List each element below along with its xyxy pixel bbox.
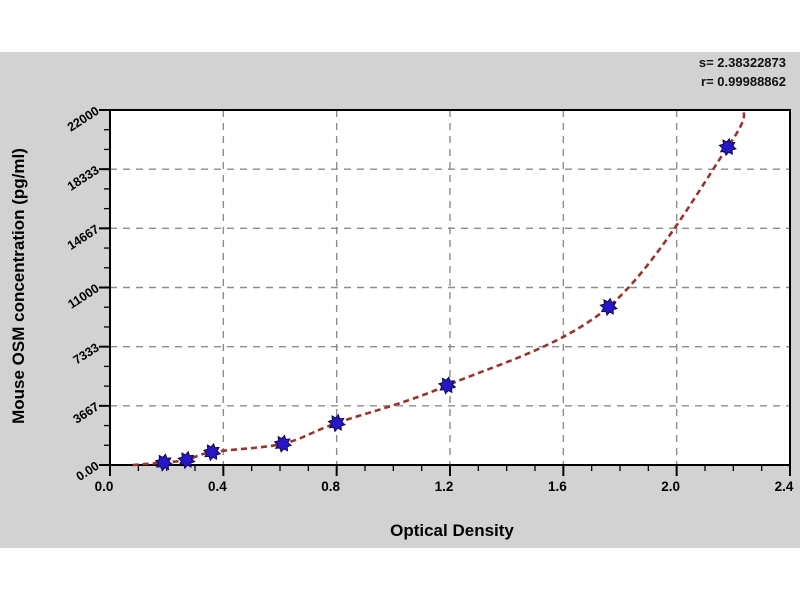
x-tick-label: 2.0 xyxy=(661,479,680,494)
x-tick-label: 1.2 xyxy=(435,479,454,494)
x-tick-label: 1.6 xyxy=(548,479,567,494)
axis-ticks xyxy=(99,109,791,476)
fit-stat-s: s= 2.38322873 xyxy=(699,55,786,70)
data-point-marker xyxy=(177,450,196,470)
x-tick-label: 0.4 xyxy=(208,479,227,494)
data-point-marker xyxy=(718,137,737,157)
data-point-marker xyxy=(202,442,222,462)
fit-stat-r: r= 0.99988862 xyxy=(701,74,786,89)
x-tick-label: 0.8 xyxy=(321,479,340,494)
data-point-marker xyxy=(437,376,457,395)
x-tick-label: 2.4 xyxy=(775,479,794,494)
data-point-markers xyxy=(154,137,737,472)
x-tick-label: 0.0 xyxy=(95,479,114,494)
y-axis-title: Mouse OSM concentration (pg/ml) xyxy=(9,148,28,424)
plot-frame xyxy=(109,109,791,466)
data-point-marker xyxy=(154,453,174,472)
x-axis-title: Optical Density xyxy=(390,521,514,540)
gridlines xyxy=(110,110,790,465)
data-point-marker xyxy=(327,413,346,433)
data-point-marker xyxy=(599,297,618,317)
data-point-marker xyxy=(273,434,293,453)
